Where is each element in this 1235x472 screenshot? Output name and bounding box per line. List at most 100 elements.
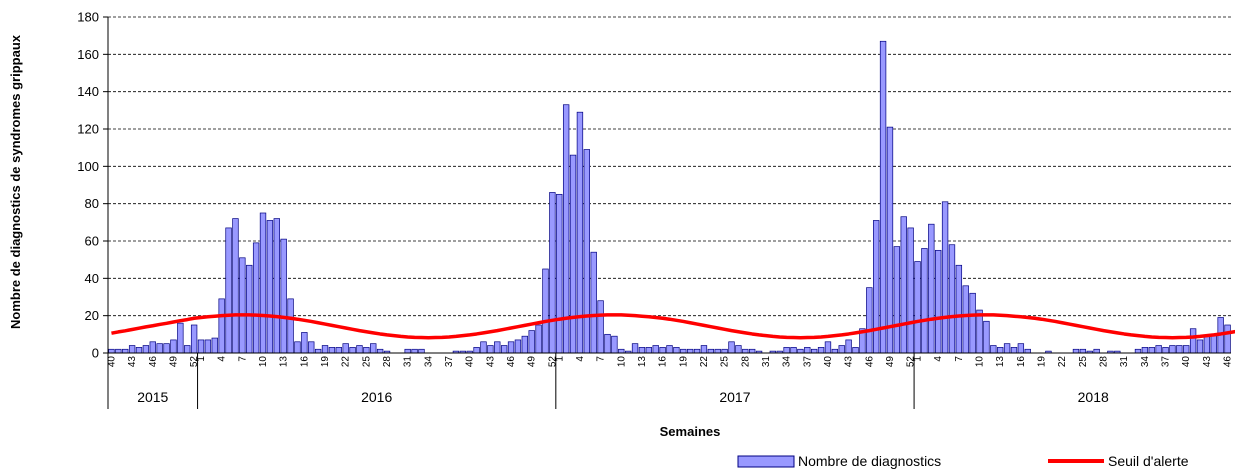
- bar: [1203, 335, 1211, 354]
- bar: [831, 348, 839, 354]
- x-tick-label: 34: [1140, 356, 1151, 368]
- x-tick-label: 52: [189, 356, 200, 368]
- bar: [921, 248, 928, 354]
- year-label: 2016: [361, 389, 392, 405]
- x-tick-label: 16: [1016, 356, 1027, 368]
- bar: [914, 261, 921, 354]
- x-tick-label: 10: [616, 356, 627, 368]
- x-tick-label: 1: [554, 356, 565, 362]
- bar: [1024, 348, 1031, 354]
- gridlines: [108, 16, 1231, 317]
- x-tick-label: 37: [802, 356, 813, 368]
- bar: [742, 348, 749, 354]
- bar: [604, 333, 611, 354]
- bar: [928, 223, 935, 354]
- bar: [783, 347, 790, 354]
- bar: [170, 339, 177, 354]
- bar: [748, 348, 756, 354]
- bar: [521, 335, 528, 354]
- x-tick-label: 22: [341, 356, 352, 368]
- bar: [239, 257, 246, 354]
- bar: [1169, 345, 1176, 354]
- x-tick-label: 19: [678, 356, 689, 368]
- bar: [866, 287, 873, 354]
- y-axis-ticks: 0 20 40 60 80 100 120 140 160 180: [77, 10, 108, 361]
- bar: [232, 218, 239, 354]
- x-tick-label: 43: [844, 356, 855, 368]
- bar: [135, 347, 143, 354]
- y-tick-label: 40: [85, 271, 99, 286]
- bar: [177, 322, 184, 354]
- year-label: 2018: [1078, 389, 1109, 405]
- legend: Nombre de diagnostics Seuil d'alerte: [737, 453, 1189, 469]
- x-tick-label: 43: [127, 356, 138, 368]
- bar: [480, 341, 487, 354]
- bar: [356, 345, 363, 354]
- bar: [549, 192, 556, 354]
- bar: [163, 343, 170, 354]
- bar: [1189, 328, 1197, 354]
- bar: [514, 339, 522, 354]
- bar: [500, 345, 508, 354]
- x-tick-label: 25: [361, 356, 372, 368]
- bar: [370, 343, 377, 354]
- bar: [108, 348, 115, 354]
- threshold-line: [111, 313, 1235, 340]
- x-tick-label: 40: [1181, 356, 1192, 368]
- x-tick-label: 22: [1057, 356, 1068, 368]
- bar: [294, 341, 301, 354]
- bar: [1196, 339, 1204, 354]
- bar: [156, 343, 163, 354]
- x-tick-label: 52: [547, 356, 558, 368]
- bar: [700, 345, 708, 354]
- bar: [301, 332, 308, 354]
- x-tick-label: 1: [196, 356, 207, 362]
- x-tick-label: 25: [1078, 356, 1089, 368]
- bar: [321, 345, 329, 354]
- bar: [494, 341, 501, 354]
- y-tick-label: 160: [77, 47, 99, 62]
- axes: [107, 17, 1231, 354]
- bar: [197, 339, 205, 354]
- bar: [349, 347, 356, 354]
- bar: [707, 348, 715, 354]
- bar: [507, 341, 515, 354]
- x-tick-label: 13: [279, 356, 290, 368]
- bar: [879, 40, 887, 354]
- bar: [597, 300, 604, 354]
- x-tick-label: 10: [975, 356, 986, 368]
- x-tick-label: 37: [444, 356, 455, 368]
- bar: [184, 345, 191, 354]
- bar: [376, 348, 384, 354]
- x-tick-label: 10: [258, 356, 269, 368]
- bar: [811, 348, 818, 354]
- x-tick-label: 31: [1119, 356, 1130, 368]
- bar: [411, 348, 418, 354]
- bar: [314, 348, 322, 354]
- bar: [673, 347, 680, 354]
- x-tick-label: 19: [1037, 356, 1048, 368]
- x-axis-week-ticks: 40 43 46 49 521 4 7 10 13 16 19 22 25 28 31 34 37 40 43 46 4…: [106, 356, 1234, 368]
- bar: [1141, 347, 1149, 354]
- x-tick-label: 40: [106, 356, 117, 368]
- bar: [122, 348, 129, 354]
- x-tick-label: 46: [1223, 356, 1234, 368]
- y-tick-label: 80: [85, 196, 99, 211]
- bar: [817, 347, 825, 354]
- bar: [1017, 343, 1025, 354]
- year-label: 2017: [719, 389, 750, 405]
- bar: [948, 244, 956, 354]
- bar: [211, 337, 218, 354]
- x-tick-label: 43: [1202, 356, 1213, 368]
- bar: [969, 292, 976, 354]
- x-tick-label: 46: [506, 356, 517, 368]
- x-tick-label: 1: [913, 356, 924, 362]
- x-tick-label: 7: [237, 356, 248, 362]
- bar: [893, 246, 901, 354]
- x-tick-label: 46: [864, 356, 875, 368]
- year-label: 2015: [137, 389, 168, 405]
- bar: [941, 201, 949, 354]
- bar: [686, 348, 694, 354]
- bar: [680, 348, 687, 354]
